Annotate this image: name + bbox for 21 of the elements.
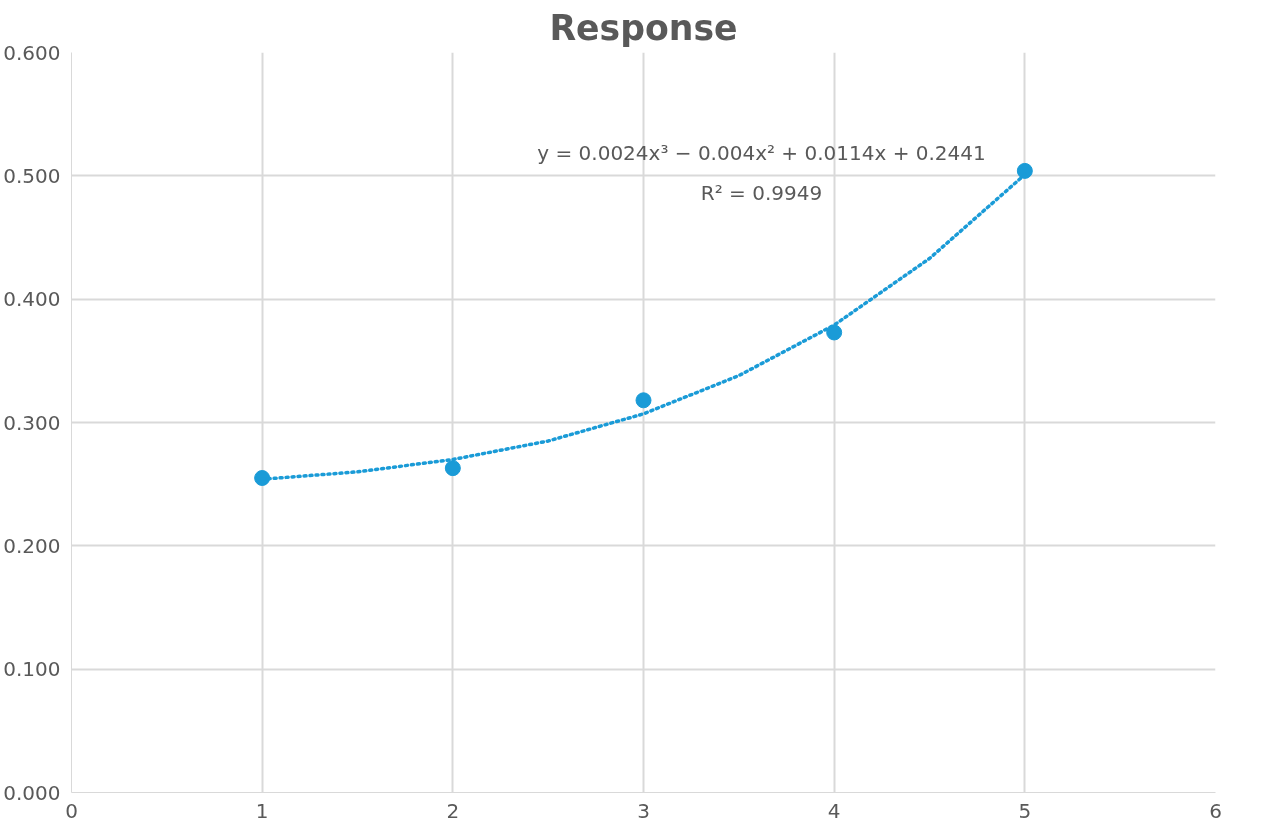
y-tick-label: 0.300: [3, 410, 61, 435]
x-tick-label: 1: [255, 798, 269, 823]
y-tick-label: 0.600: [3, 40, 61, 65]
chart-title: Response: [549, 7, 738, 48]
point: [826, 324, 843, 341]
point: [1016, 162, 1033, 179]
x-tick-label: 2: [446, 798, 460, 823]
point: [635, 392, 652, 409]
annotation: y = 0.0024x³ − 0.004x² + 0.0114x + 0.2441: [537, 140, 986, 165]
x-tick-label: 0: [65, 798, 78, 823]
y-tick-label: 0.100: [3, 657, 61, 682]
point: [444, 460, 461, 477]
y-tick-label: 0.500: [3, 163, 61, 188]
x-tick-label: 4: [827, 798, 841, 823]
annotation: R² = 0.9949: [700, 180, 823, 205]
y-tick-label: 0.400: [3, 287, 61, 312]
x-tick-label: 3: [637, 798, 650, 823]
x-tick-label: 6: [1209, 798, 1222, 823]
y-tick-label: 0.000: [3, 780, 61, 805]
y-tick-label: 0.200: [3, 533, 61, 558]
x-tick-label: 5: [1018, 798, 1032, 823]
